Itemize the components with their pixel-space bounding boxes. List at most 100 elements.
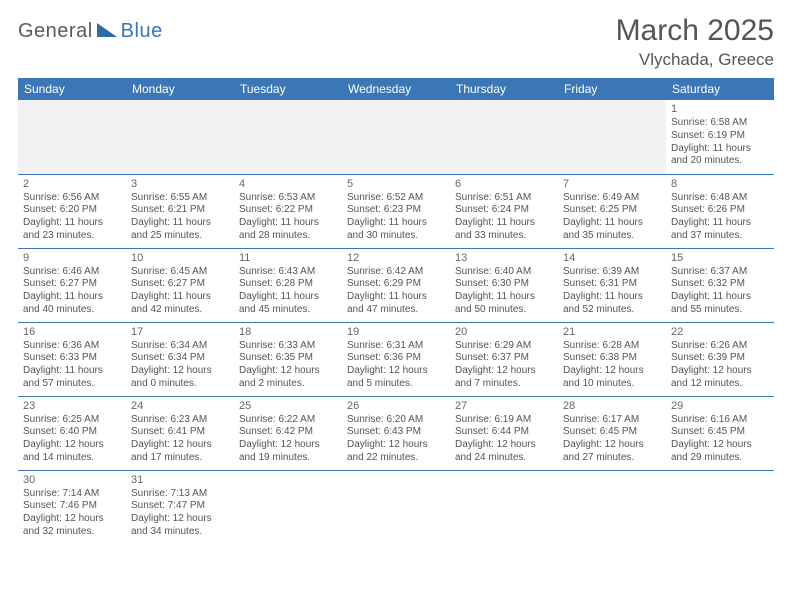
calendar-day-cell: 22Sunrise: 6:26 AMSunset: 6:39 PMDayligh… — [666, 322, 774, 396]
calendar-day-cell — [558, 470, 666, 544]
location-label: Vlychada, Greece — [616, 50, 774, 70]
calendar-day-cell — [342, 470, 450, 544]
day-of-week-header: Wednesday — [342, 78, 450, 100]
day2-text: and 28 minutes. — [239, 230, 337, 243]
sunrise-text: Sunrise: 6:20 AM — [347, 414, 445, 427]
day1-text: Daylight: 12 hours — [455, 439, 553, 452]
sunset-text: Sunset: 6:35 PM — [239, 352, 337, 365]
calendar-day-cell — [234, 100, 342, 174]
day2-text: and 33 minutes. — [455, 230, 553, 243]
sunset-text: Sunset: 6:20 PM — [23, 204, 121, 217]
calendar-day-cell: 9Sunrise: 6:46 AMSunset: 6:27 PMDaylight… — [18, 248, 126, 322]
sunrise-text: Sunrise: 6:29 AM — [455, 340, 553, 353]
sunset-text: Sunset: 6:19 PM — [671, 130, 769, 143]
day1-text: Daylight: 11 hours — [563, 217, 661, 230]
sunset-text: Sunset: 6:24 PM — [455, 204, 553, 217]
day1-text: Daylight: 12 hours — [563, 365, 661, 378]
day1-text: Daylight: 11 hours — [455, 291, 553, 304]
sunrise-text: Sunrise: 6:31 AM — [347, 340, 445, 353]
day1-text: Daylight: 12 hours — [563, 439, 661, 452]
sunset-text: Sunset: 6:23 PM — [347, 204, 445, 217]
sunset-text: Sunset: 6:27 PM — [131, 278, 229, 291]
sunset-text: Sunset: 6:45 PM — [671, 426, 769, 439]
calendar-day-cell — [450, 470, 558, 544]
calendar-day-cell: 23Sunrise: 6:25 AMSunset: 6:40 PMDayligh… — [18, 396, 126, 470]
day2-text: and 0 minutes. — [131, 378, 229, 391]
sunset-text: Sunset: 6:39 PM — [671, 352, 769, 365]
day-number: 21 — [563, 325, 661, 339]
day1-text: Daylight: 11 hours — [671, 217, 769, 230]
sunset-text: Sunset: 6:38 PM — [563, 352, 661, 365]
day1-text: Daylight: 11 hours — [671, 143, 769, 156]
sunrise-text: Sunrise: 6:40 AM — [455, 266, 553, 279]
sunset-text: Sunset: 6:44 PM — [455, 426, 553, 439]
day1-text: Daylight: 12 hours — [239, 365, 337, 378]
day1-text: Daylight: 12 hours — [23, 513, 121, 526]
sunset-text: Sunset: 6:26 PM — [671, 204, 769, 217]
day2-text: and 27 minutes. — [563, 452, 661, 465]
sunset-text: Sunset: 6:21 PM — [131, 204, 229, 217]
sunrise-text: Sunrise: 6:17 AM — [563, 414, 661, 427]
sunrise-text: Sunrise: 6:23 AM — [131, 414, 229, 427]
day-number: 5 — [347, 177, 445, 191]
calendar-day-cell: 28Sunrise: 6:17 AMSunset: 6:45 PMDayligh… — [558, 396, 666, 470]
calendar-week-row: 2Sunrise: 6:56 AMSunset: 6:20 PMDaylight… — [18, 174, 774, 248]
day-number: 14 — [563, 251, 661, 265]
day2-text: and 20 minutes. — [671, 155, 769, 168]
day2-text: and 25 minutes. — [131, 230, 229, 243]
day2-text: and 22 minutes. — [347, 452, 445, 465]
calendar-week-row: 23Sunrise: 6:25 AMSunset: 6:40 PMDayligh… — [18, 396, 774, 470]
day2-text: and 10 minutes. — [563, 378, 661, 391]
sunset-text: Sunset: 6:28 PM — [239, 278, 337, 291]
sunrise-text: Sunrise: 6:37 AM — [671, 266, 769, 279]
sunrise-text: Sunrise: 6:46 AM — [23, 266, 121, 279]
day2-text: and 50 minutes. — [455, 304, 553, 317]
sunset-text: Sunset: 6:40 PM — [23, 426, 121, 439]
day2-text: and 12 minutes. — [671, 378, 769, 391]
day-number: 10 — [131, 251, 229, 265]
day2-text: and 45 minutes. — [239, 304, 337, 317]
day2-text: and 7 minutes. — [455, 378, 553, 391]
sunrise-text: Sunrise: 6:34 AM — [131, 340, 229, 353]
day1-text: Daylight: 12 hours — [671, 439, 769, 452]
sunset-text: Sunset: 6:45 PM — [563, 426, 661, 439]
day1-text: Daylight: 12 hours — [23, 439, 121, 452]
day-number: 4 — [239, 177, 337, 191]
sunrise-text: Sunrise: 7:14 AM — [23, 488, 121, 501]
month-title: March 2025 — [616, 14, 774, 48]
calendar-day-cell: 19Sunrise: 6:31 AMSunset: 6:36 PMDayligh… — [342, 322, 450, 396]
day2-text: and 17 minutes. — [131, 452, 229, 465]
day2-text: and 42 minutes. — [131, 304, 229, 317]
sunrise-text: Sunrise: 6:33 AM — [239, 340, 337, 353]
day1-text: Daylight: 11 hours — [563, 291, 661, 304]
day2-text: and 23 minutes. — [23, 230, 121, 243]
sunset-text: Sunset: 6:29 PM — [347, 278, 445, 291]
calendar-day-cell: 16Sunrise: 6:36 AMSunset: 6:33 PMDayligh… — [18, 322, 126, 396]
brand-text-1: General — [18, 20, 93, 43]
calendar-week-row: 30Sunrise: 7:14 AMSunset: 7:46 PMDayligh… — [18, 470, 774, 544]
day1-text: Daylight: 12 hours — [455, 365, 553, 378]
sunset-text: Sunset: 6:25 PM — [563, 204, 661, 217]
brand-text-2: Blue — [121, 20, 163, 43]
sunrise-text: Sunrise: 6:53 AM — [239, 192, 337, 205]
day2-text: and 19 minutes. — [239, 452, 337, 465]
brand-sail-icon — [97, 21, 119, 37]
day-number: 29 — [671, 399, 769, 413]
sunset-text: Sunset: 6:34 PM — [131, 352, 229, 365]
day2-text: and 55 minutes. — [671, 304, 769, 317]
sunrise-text: Sunrise: 6:51 AM — [455, 192, 553, 205]
day-of-week-header: Thursday — [450, 78, 558, 100]
calendar-day-cell: 17Sunrise: 6:34 AMSunset: 6:34 PMDayligh… — [126, 322, 234, 396]
sunset-text: Sunset: 6:36 PM — [347, 352, 445, 365]
sunset-text: Sunset: 6:43 PM — [347, 426, 445, 439]
day-number: 17 — [131, 325, 229, 339]
calendar-day-cell: 4Sunrise: 6:53 AMSunset: 6:22 PMDaylight… — [234, 174, 342, 248]
sunset-text: Sunset: 6:30 PM — [455, 278, 553, 291]
sunrise-text: Sunrise: 6:26 AM — [671, 340, 769, 353]
sunset-text: Sunset: 6:37 PM — [455, 352, 553, 365]
day2-text: and 32 minutes. — [23, 526, 121, 539]
calendar-day-cell: 31Sunrise: 7:13 AMSunset: 7:47 PMDayligh… — [126, 470, 234, 544]
day1-text: Daylight: 12 hours — [671, 365, 769, 378]
day-number: 26 — [347, 399, 445, 413]
day-number: 23 — [23, 399, 121, 413]
